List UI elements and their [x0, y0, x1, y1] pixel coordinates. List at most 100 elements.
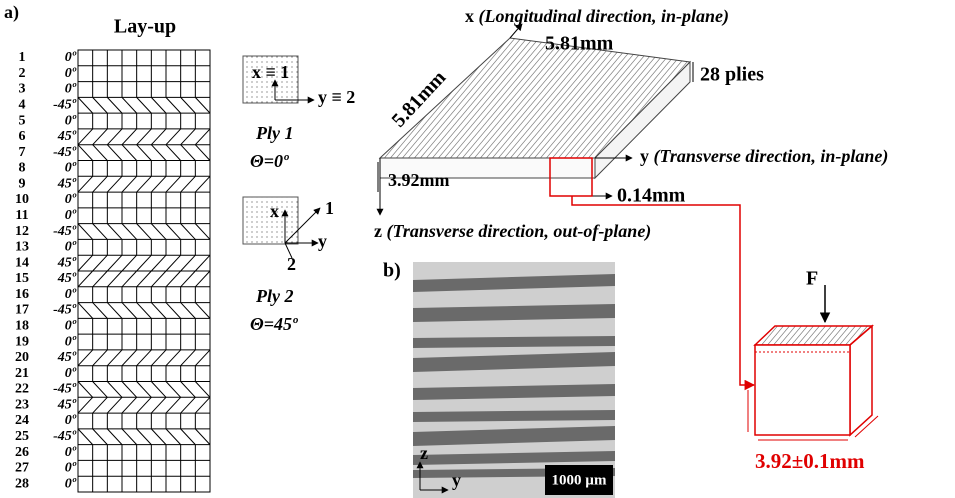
- ply-number: 19: [15, 334, 29, 349]
- length: 5.81mm: [545, 33, 614, 55]
- ply2-x: x: [270, 201, 279, 221]
- fiber: [166, 382, 181, 398]
- ply-number: 20: [15, 350, 29, 365]
- ply-angle: 45º: [57, 129, 77, 144]
- ply-number: 14: [15, 255, 29, 270]
- fiber: [137, 303, 152, 319]
- fiber: [166, 129, 181, 145]
- fiber: [107, 129, 122, 145]
- fiber: [181, 303, 196, 319]
- fiber: [122, 350, 137, 366]
- ply-number: 1: [19, 50, 26, 65]
- ply-angle: 45º: [57, 271, 77, 286]
- fiber: [181, 350, 196, 366]
- fiber: [181, 129, 196, 145]
- ply-angle: -45º: [53, 97, 77, 112]
- fiber: [78, 382, 93, 398]
- ply-number: 3: [19, 82, 26, 97]
- fiber: [195, 176, 210, 192]
- fiber: [107, 350, 122, 366]
- fiber: [122, 382, 137, 398]
- layer: [413, 410, 615, 422]
- fiber: [107, 176, 122, 192]
- fiber: [195, 350, 210, 366]
- fiber: [107, 397, 122, 413]
- ply-number: 6: [19, 129, 26, 144]
- fiber: [151, 303, 166, 319]
- ply-angle: 0º: [65, 318, 77, 333]
- ply-angle: 0º: [65, 287, 77, 302]
- fiber: [137, 97, 152, 113]
- fiber: [195, 429, 210, 445]
- x-axis: x (Longitudinal direction, in-plane): [465, 6, 729, 27]
- ply-number: 10: [15, 192, 29, 207]
- y-label: y: [640, 146, 649, 166]
- ply-number: 13: [15, 240, 29, 255]
- fiber: [122, 397, 137, 413]
- fiber: [151, 224, 166, 240]
- fiber: [137, 429, 152, 445]
- fiber: [195, 271, 210, 287]
- ply-angle: 0º: [65, 50, 77, 65]
- force: F: [806, 268, 818, 290]
- ply-angle: -45º: [53, 145, 77, 160]
- fiber: [181, 382, 196, 398]
- figure: 10º20º30º4-45º50º645º7-45º80º945º100º110…: [0, 0, 955, 498]
- fiber: [181, 176, 196, 192]
- z-label: z: [374, 221, 382, 241]
- fiber: [122, 145, 137, 161]
- ply2-2: 2: [287, 254, 296, 274]
- fiber: [107, 429, 122, 445]
- ply-angle: 0º: [65, 82, 77, 97]
- fiber: [137, 176, 152, 192]
- fiber: [137, 145, 152, 161]
- fiber: [195, 224, 210, 240]
- fiber: [151, 382, 166, 398]
- thickness: 3.92mm: [388, 170, 450, 190]
- fiber: [137, 397, 152, 413]
- ply2-y: y: [318, 231, 327, 251]
- fiber: [78, 350, 93, 366]
- ply-number: 11: [15, 208, 28, 223]
- ply-angle: 0º: [65, 208, 77, 223]
- fiber: [195, 382, 210, 398]
- fiber: [93, 429, 108, 445]
- fiber: [93, 382, 108, 398]
- fiber: [78, 397, 93, 413]
- fiber: [93, 303, 108, 319]
- ply-number: 21: [15, 366, 29, 381]
- fiber: [122, 303, 137, 319]
- fiber: [181, 397, 196, 413]
- fiber: [195, 255, 210, 271]
- fiber: [195, 145, 210, 161]
- b-y: y: [452, 470, 461, 490]
- fiber: [195, 129, 210, 145]
- fiber: [137, 350, 152, 366]
- ply-angle: 45º: [57, 255, 77, 270]
- ply-angle: -45º: [53, 224, 77, 239]
- ply-angle: 0º: [65, 461, 77, 476]
- ply-angle: 0º: [65, 192, 77, 207]
- fiber: [78, 255, 93, 271]
- fiber: [107, 97, 122, 113]
- x-desc: (Longitudinal direction, in-plane): [479, 6, 730, 27]
- fiber: [137, 255, 152, 271]
- fiber: [93, 224, 108, 240]
- scale-label: 1000 µm: [552, 472, 607, 488]
- fiber: [78, 176, 93, 192]
- sample-side: [850, 326, 872, 435]
- fiber: [181, 271, 196, 287]
- ply-angle: -45º: [53, 429, 77, 444]
- fiber: [181, 224, 196, 240]
- ply-number: 22: [15, 382, 29, 397]
- ply2-angle: Θ=45º: [250, 314, 298, 334]
- fiber: [122, 255, 137, 271]
- ply-angle: 0º: [65, 366, 77, 381]
- fiber: [93, 397, 108, 413]
- fiber: [181, 255, 196, 271]
- fiber: [166, 97, 181, 113]
- ply-number: 9: [19, 176, 26, 191]
- ply-number: 25: [15, 429, 29, 444]
- fiber: [166, 224, 181, 240]
